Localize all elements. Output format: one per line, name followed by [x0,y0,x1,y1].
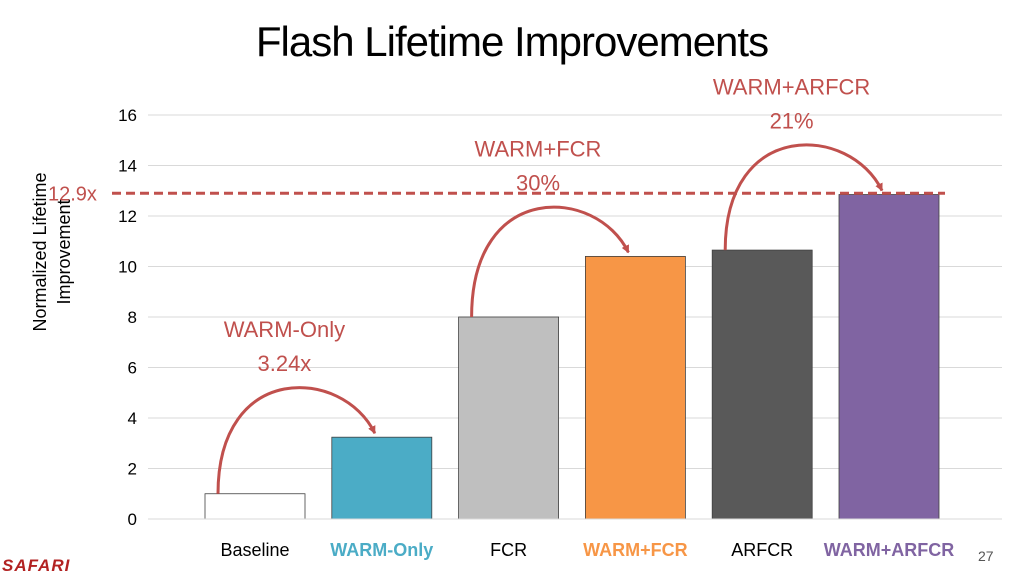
y-tick-label: 12 [118,207,137,226]
bar [331,436,433,520]
annotation-text: WARM+FCR [475,136,602,161]
x-tick-label: Baseline [220,540,289,560]
x-tick-label: WARM-Only [330,540,433,560]
safari-logo: SAFARI [2,556,71,575]
bar [585,255,686,520]
y-axis-title-line: Normalized Lifetime [30,172,50,331]
page-number: 27 [978,548,994,564]
y-tick-label: 2 [128,460,137,479]
y-tick-label: 10 [118,258,137,277]
bar [204,493,306,520]
axes: 0 2 4 6 8 10 12 14 16 Normalized Lifetime Improvem… [30,106,1002,560]
gridlines [148,114,1002,469]
reference-line-group: 12.9x [48,183,945,205]
annotation-arrow [470,205,630,318]
bar [838,194,940,520]
y-tick-label: 16 [118,106,137,125]
annotation-text: WARM-Only [224,317,345,342]
y-axis-title-line: Improvement [54,199,74,304]
y-axis-title: Normalized Lifetime Improvement [30,172,74,331]
annotation-text: 21% [770,109,814,134]
bars [204,194,940,520]
chart-title: Flash Lifetime Improvements [255,18,769,65]
x-tick-label: WARM+FCR [583,540,688,560]
x-tick-label: FCR [490,540,527,560]
annotation-arrow [723,143,884,251]
reference-line-label: 12.9x [48,183,97,205]
x-tick-label: ARFCR [731,540,793,560]
annotation-text: WARM+ARFCR [713,75,870,100]
y-tick-label: 4 [128,409,137,428]
annotations: WARM-Only 3.24x WARM+FCR 30% WARM+ARFCR 21% [216,75,884,494]
y-tick-label: 14 [118,157,137,176]
y-tick-label: 6 [128,359,137,378]
y-tick-label: 0 [128,510,137,529]
annotation-text: 30% [516,170,560,195]
annotation-text: 3.24x [257,351,311,376]
annotation-arrow [216,386,377,494]
bar [711,249,813,520]
y-tick-label: 8 [128,308,137,327]
bar [458,316,560,520]
x-tick-label: WARM+ARFCR [824,540,955,560]
